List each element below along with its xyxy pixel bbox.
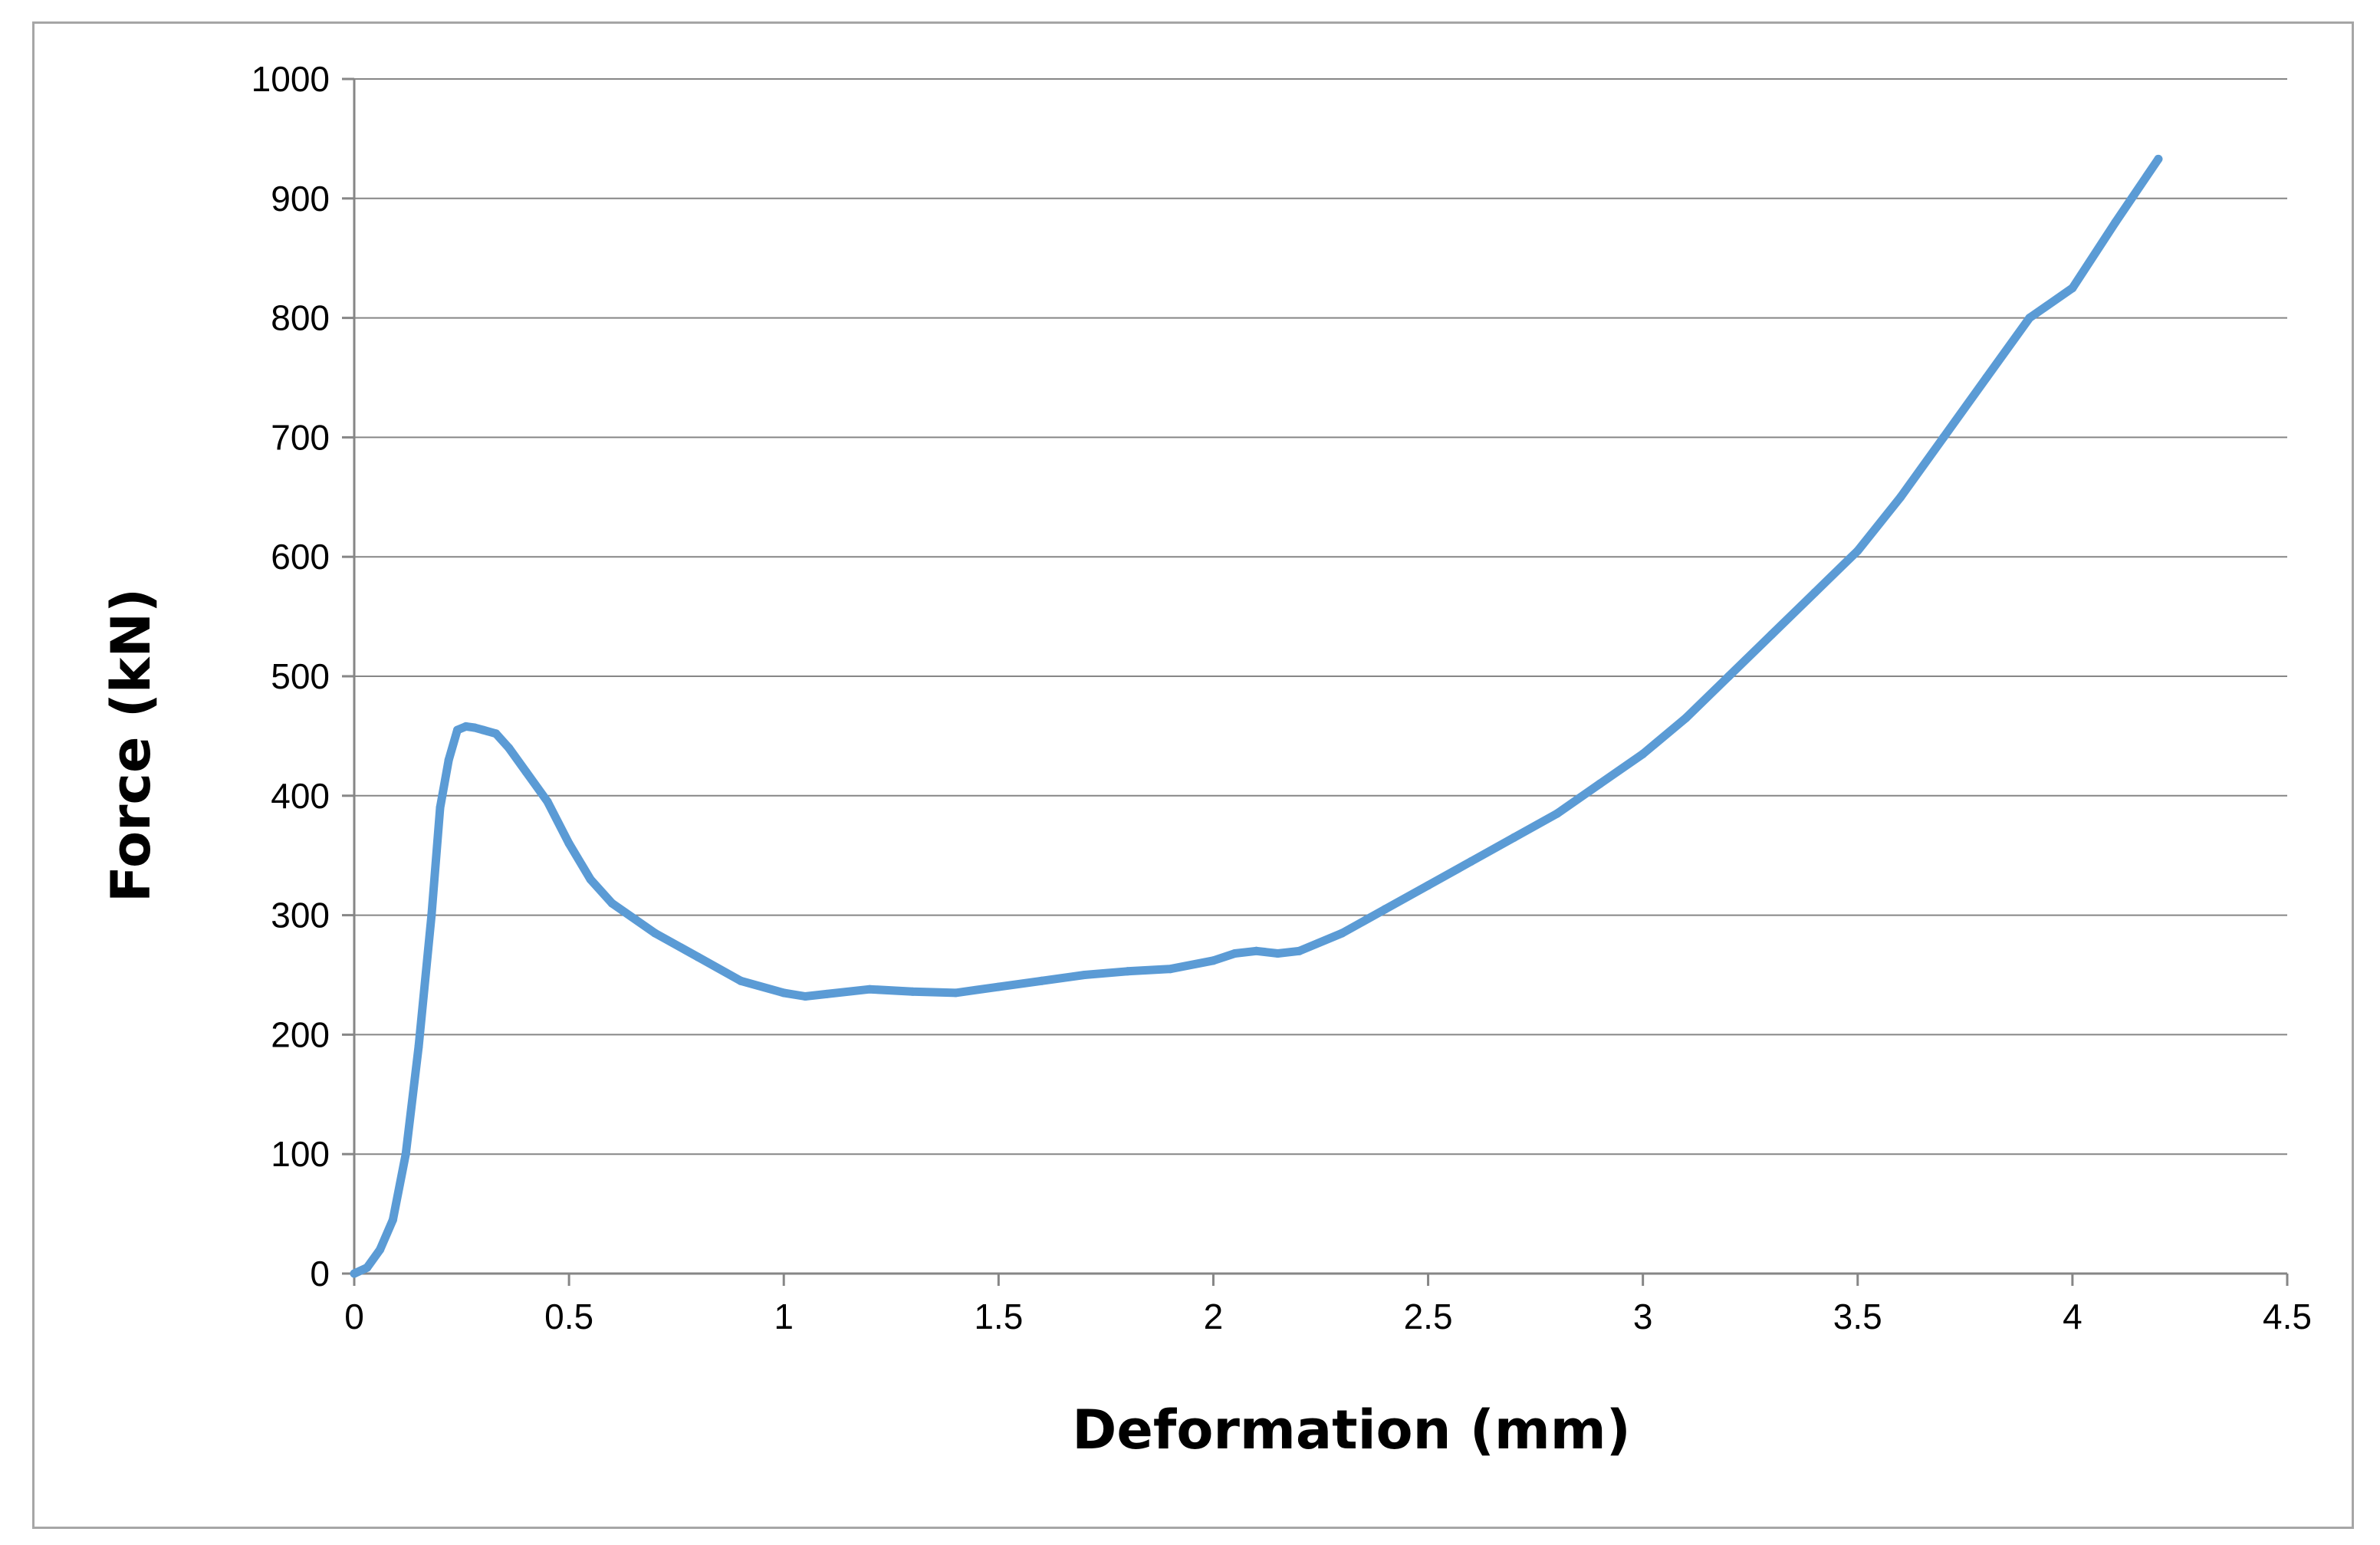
- data-point: [2154, 154, 2163, 163]
- series-line: [350, 154, 2163, 1278]
- data-point: [1681, 714, 1691, 722]
- data-point: [1295, 946, 1303, 955]
- x-tick-label: 0.5: [544, 1297, 593, 1336]
- data-point: [2025, 314, 2034, 323]
- data-point: [2111, 218, 2120, 227]
- y-tick-label: 1000: [251, 59, 330, 99]
- data-point: [908, 987, 917, 996]
- y-tick-label: 100: [271, 1134, 330, 1174]
- y-tick-label: 800: [271, 298, 330, 338]
- data-point: [1982, 373, 1991, 382]
- data-point: [444, 755, 453, 764]
- data-point: [1810, 588, 1820, 597]
- x-ticks: 0 0.5 1 1.5 2 2.5 3 3.5 4 4.5: [344, 1274, 2312, 1336]
- y-tick-label: 500: [271, 656, 330, 696]
- x-tick-label: 1: [774, 1297, 794, 1336]
- data-point: [521, 768, 531, 777]
- data-point: [1767, 630, 1777, 639]
- x-axis-title: Deformation (mm): [1072, 1399, 1630, 1461]
- series-layer: [350, 154, 2163, 1278]
- y-tick-label: 300: [271, 896, 330, 935]
- data-point: [2068, 284, 2077, 293]
- y-tick-label: 200: [271, 1014, 330, 1054]
- data-point: [693, 952, 702, 962]
- data-point: [1553, 809, 1562, 818]
- data-point: [1165, 965, 1175, 974]
- y-ticks: 0 100 200 300 400 500 600 700 800 900 1000: [251, 59, 354, 1294]
- data-point: [505, 744, 514, 752]
- x-tick-label: 2: [1204, 1297, 1224, 1336]
- data-point: [491, 729, 501, 738]
- data-point: [470, 723, 479, 732]
- data-point: [388, 1215, 397, 1224]
- y-tick-label: 900: [271, 179, 330, 219]
- data-point: [1510, 833, 1519, 842]
- data-point: [1853, 546, 1862, 555]
- x-tick-label: 4: [2063, 1297, 2082, 1336]
- y-tick-label: 700: [271, 417, 330, 457]
- data-point: [401, 1149, 410, 1159]
- data-point: [1724, 672, 1734, 681]
- data-point: [462, 722, 471, 731]
- data-point: [822, 989, 831, 998]
- x-tick-label: 4.5: [2263, 1297, 2312, 1336]
- x-tick-label: 2.5: [1404, 1297, 1453, 1336]
- data-point: [1639, 749, 1648, 758]
- data-point: [736, 976, 745, 985]
- chart-frame: 0 0.5 1 1.5 2 2.5 3 3.5 4 4.5 0 100 200 300 400 500 600…: [32, 21, 2354, 1529]
- data-point: [1274, 949, 1282, 958]
- data-point: [376, 1245, 385, 1254]
- data-point: [1467, 857, 1476, 866]
- gridlines: [354, 78, 2287, 1155]
- data-point: [1123, 967, 1132, 976]
- force-deformation-chart: 0 0.5 1 1.5 2 2.5 3 3.5 4 4.5 0 100 200 300 400 500 600…: [100, 59, 2312, 1461]
- data-point: [865, 985, 874, 994]
- data-point: [427, 911, 436, 920]
- data-point: [363, 1263, 372, 1272]
- data-point: [350, 1269, 359, 1278]
- data-point: [1037, 976, 1046, 985]
- y-tick-label: 0: [310, 1254, 330, 1294]
- data-point: [800, 992, 810, 1001]
- data-point: [414, 1042, 423, 1051]
- data-point: [1939, 432, 1948, 442]
- data-point: [1208, 956, 1218, 965]
- y-tick-label: 400: [271, 776, 330, 816]
- data-point: [607, 899, 616, 908]
- x-tick-label: 3: [1633, 1297, 1653, 1336]
- data-point: [1896, 492, 1905, 501]
- data-point: [1381, 905, 1389, 914]
- y-tick-label: 600: [271, 537, 330, 577]
- data-point: [1424, 881, 1433, 890]
- data-point: [586, 875, 595, 884]
- data-point: [478, 725, 488, 735]
- x-tick-label: 1.5: [974, 1297, 1023, 1336]
- data-point: [453, 725, 462, 735]
- x-tick-label: 0: [344, 1297, 364, 1336]
- y-axis-title: Force (kN): [100, 588, 163, 902]
- data-point: [951, 988, 960, 998]
- data-point: [436, 803, 445, 812]
- data-point: [1596, 779, 1605, 788]
- data-point: [1252, 946, 1261, 955]
- data-point: [650, 929, 659, 938]
- data-point: [779, 988, 788, 998]
- data-point: [1231, 949, 1239, 958]
- data-point: [543, 797, 552, 807]
- data-point: [1338, 929, 1346, 938]
- data-point: [564, 839, 574, 848]
- data-point: [994, 982, 1003, 991]
- data-point: [1080, 971, 1089, 979]
- x-tick-label: 3.5: [1833, 1297, 1882, 1336]
